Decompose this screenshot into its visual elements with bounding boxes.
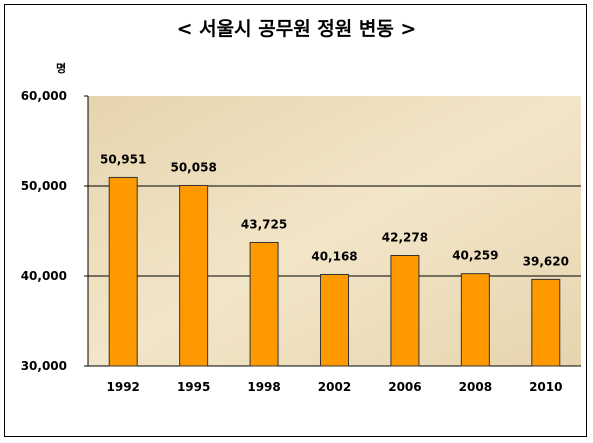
bar-1992 xyxy=(108,176,138,367)
data-label-1995: 50,058 xyxy=(170,160,216,174)
data-label-1992: 50,951 xyxy=(100,152,146,166)
x-tick-label-1998: 1998 xyxy=(247,380,280,394)
data-label-2008: 40,259 xyxy=(452,249,498,263)
x-tick-label-1995: 1995 xyxy=(177,380,210,394)
bar-2008 xyxy=(460,273,490,367)
y-tick-label: 30,000 xyxy=(21,359,67,373)
bar-2006 xyxy=(390,254,420,367)
x-tick-label-2010: 2010 xyxy=(529,380,562,394)
bars xyxy=(108,176,561,367)
x-tick-label-2002: 2002 xyxy=(318,380,351,394)
bar-1995 xyxy=(179,184,209,367)
bar-2010 xyxy=(531,278,561,367)
x-tick-label-2006: 2006 xyxy=(388,380,421,394)
y-tick-label: 60,000 xyxy=(21,89,67,103)
chart-title: < 서울시 공무원 정원 변동 > xyxy=(176,18,417,40)
data-label-2006: 42,278 xyxy=(382,230,428,244)
y-tick-label: 50,000 xyxy=(21,179,67,193)
data-label-2002: 40,168 xyxy=(311,249,357,263)
labels: 30,000 40,000 50,000 60,000 50,951 1992 50,058… xyxy=(21,89,569,394)
bar-2002 xyxy=(320,273,349,367)
x-tick-label-2008: 2008 xyxy=(459,380,492,394)
y-tick-label: 40,000 xyxy=(21,269,67,283)
data-label-1998: 43,725 xyxy=(241,217,287,231)
data-label-2010: 39,620 xyxy=(523,254,569,268)
y-axis-unit-label: 명 xyxy=(56,62,67,75)
bar-1998 xyxy=(249,241,279,367)
x-tick-label-1992: 1992 xyxy=(107,380,140,394)
